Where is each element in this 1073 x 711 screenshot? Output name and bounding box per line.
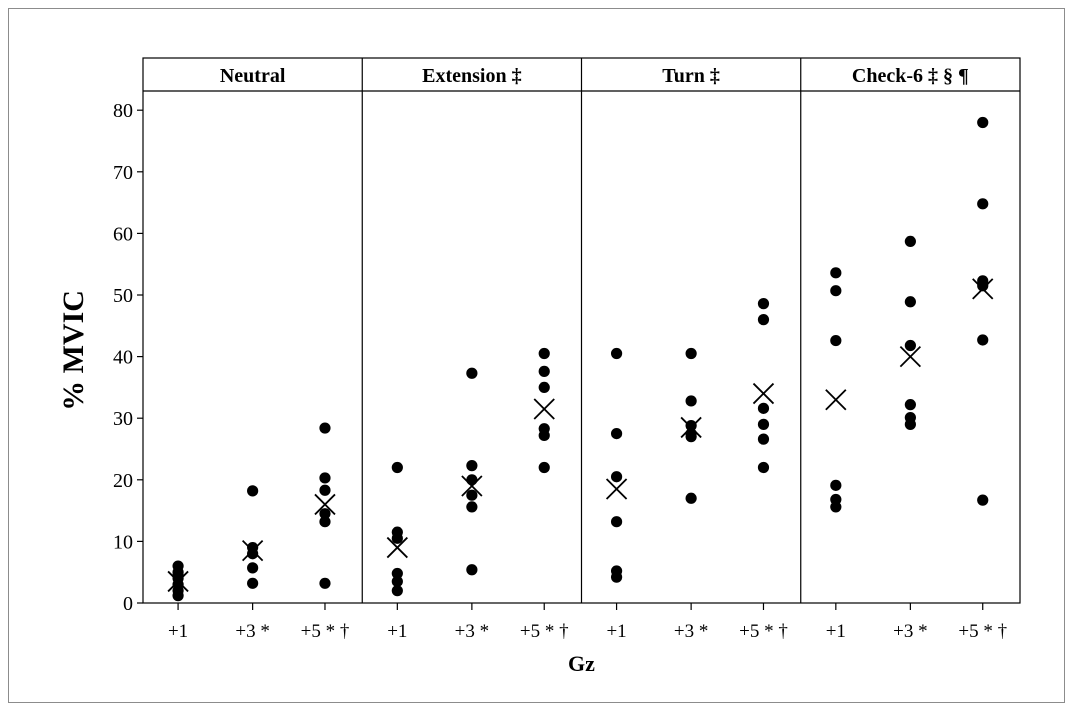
data-point: [904, 418, 916, 430]
data-point: [538, 461, 550, 474]
data-point: [685, 419, 697, 432]
data-point: [610, 571, 623, 583]
mean-marker: [899, 345, 922, 368]
data-point: [977, 334, 989, 346]
data-point: [391, 567, 403, 580]
data-point: [466, 564, 478, 576]
data-point: [757, 298, 770, 310]
mean-marker: [533, 398, 555, 420]
y-tick-label: 10: [113, 531, 133, 553]
data-point: [685, 492, 697, 504]
data-point: [466, 460, 478, 472]
data-point: [247, 548, 259, 560]
data-point: [319, 577, 331, 589]
data-point: [466, 367, 478, 379]
mean-marker: [314, 493, 336, 516]
x-tick-label: +3 *: [674, 621, 708, 642]
data-point: [977, 198, 989, 210]
x-tick-label: +1: [387, 621, 407, 642]
data-point: [977, 280, 989, 292]
data-point: [977, 494, 989, 506]
data-point: [319, 422, 331, 434]
data-point: [247, 485, 259, 497]
data-point: [538, 347, 550, 360]
mean-marker: [680, 416, 702, 439]
data-point: [610, 428, 623, 440]
data-point: [830, 334, 842, 347]
y-tick-label: 60: [113, 223, 133, 245]
data-point: [685, 347, 697, 360]
mean-marker: [972, 278, 994, 300]
data-point: [391, 585, 403, 597]
mean-marker: [605, 478, 628, 500]
data-point: [685, 431, 697, 443]
data-point: [466, 474, 478, 486]
y-tick-label: 50: [113, 285, 133, 307]
panel-title: Extension ‡: [422, 65, 521, 87]
data-point: [904, 235, 916, 248]
y-axis-label: % MVIC: [57, 290, 90, 411]
panel-title: Turn ‡: [662, 65, 720, 87]
data-point: [319, 472, 331, 484]
data-point: [685, 395, 697, 407]
mean-marker: [825, 389, 847, 411]
data-point: [538, 365, 550, 377]
data-point: [904, 339, 916, 352]
data-point: [830, 267, 842, 279]
data-point: [757, 433, 770, 445]
mean-marker: [386, 536, 408, 559]
data-point: [391, 575, 403, 588]
data-point: [757, 402, 770, 414]
data-point: [319, 508, 331, 520]
x-tick-label: +1: [606, 621, 626, 642]
x-tick-label: +1: [168, 621, 188, 642]
panel-title: Neutral: [220, 65, 286, 87]
data-point: [538, 429, 550, 442]
x-tick-label: +5 * †: [739, 621, 788, 642]
data-point: [172, 590, 184, 602]
mean-marker: [241, 540, 264, 562]
data-point: [391, 532, 403, 544]
data-point: [610, 516, 623, 528]
data-point: [610, 471, 623, 483]
data-point: [757, 418, 770, 430]
data-point: [319, 484, 331, 496]
y-tick-label: 40: [113, 347, 133, 369]
panel-title: Check-6 ‡ § ¶: [852, 65, 969, 87]
x-tick-label: +5 * †: [958, 621, 1007, 642]
x-tick-label: +3 *: [235, 621, 269, 642]
data-point: [830, 479, 842, 491]
data-point: [247, 562, 259, 574]
data-point: [466, 489, 478, 501]
data-point: [391, 461, 403, 474]
x-tick-label: +3 *: [893, 621, 927, 642]
mean-marker: [167, 570, 189, 593]
data-point: [904, 296, 916, 308]
x-tick-label: +5 * †: [301, 621, 350, 642]
data-point: [538, 381, 550, 393]
data-point: [466, 501, 478, 513]
mean-marker: [461, 475, 483, 497]
data-point: [830, 285, 842, 297]
y-tick-label: 0: [123, 593, 133, 615]
y-tick-label: 70: [113, 162, 133, 184]
data-point: [610, 347, 623, 360]
data-point: [319, 516, 331, 528]
x-tick-label: +5 * †: [520, 621, 569, 642]
data-point: [830, 501, 842, 513]
data-point: [977, 116, 989, 129]
x-tick-label: +3 *: [455, 621, 489, 642]
data-point: [904, 399, 916, 411]
x-axis-label: Gz: [568, 651, 595, 676]
y-tick-label: 80: [113, 100, 133, 122]
mean-marker: [752, 382, 775, 405]
data-point: [247, 577, 259, 589]
data-point: [757, 314, 770, 326]
y-tick-label: 30: [113, 408, 133, 430]
y-tick-label: 20: [113, 470, 133, 492]
data-point: [757, 461, 770, 474]
x-tick-label: +1: [826, 621, 846, 642]
